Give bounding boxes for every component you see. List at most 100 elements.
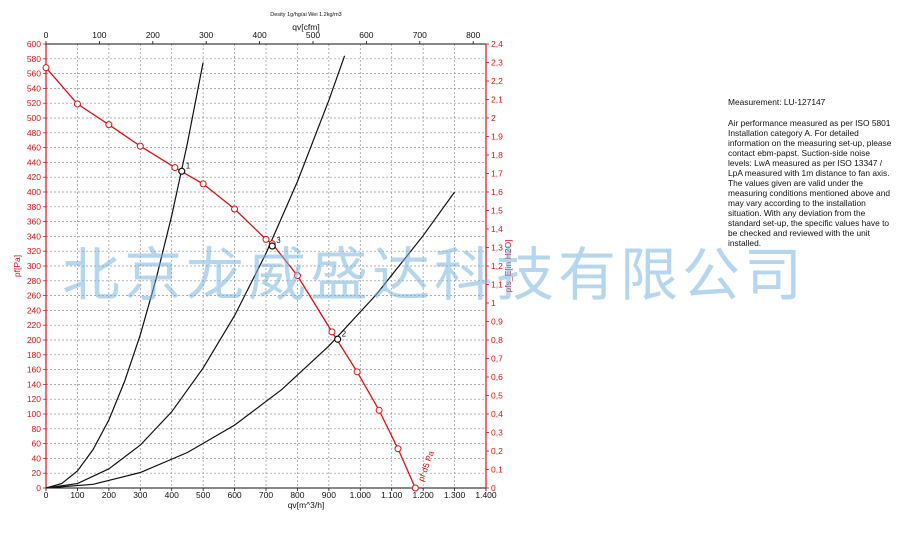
- fan-curve-point: [394, 445, 402, 453]
- left-tick-label: 400: [27, 187, 41, 197]
- left-tick-label: 420: [27, 172, 41, 182]
- operating-point-label: 2: [342, 329, 347, 338]
- right-tick-label: 2,2: [491, 76, 503, 86]
- left-tick-label: 300: [27, 261, 41, 271]
- watermark-text: 北京龙威盛达科技有限公司: [62, 241, 807, 309]
- system-curve-3: [45, 191, 456, 489]
- bottom-tick-label: 1.300: [444, 490, 466, 500]
- right-tick-label: 0,6: [491, 372, 503, 382]
- right-tick-label: 2,3: [491, 58, 503, 68]
- right-tick-label: 1,2: [491, 261, 503, 271]
- bottom-tick-label: 700: [259, 490, 273, 500]
- right-tick-label: 2,4: [491, 39, 503, 49]
- fan-curve-point: [105, 121, 113, 129]
- y-axis-title-left: pf[Pa]: [12, 255, 22, 277]
- left-tick-label: 540: [27, 83, 41, 93]
- top-tick-label: 300: [199, 30, 213, 40]
- top-tick-label: 200: [146, 30, 160, 40]
- top-tick-label: 0: [44, 30, 49, 40]
- system-curve-1: [45, 62, 204, 489]
- left-tick-label: 0: [36, 483, 41, 493]
- top-tick-label: 400: [252, 30, 266, 40]
- operating-point-label: 3: [276, 236, 281, 245]
- left-tick-label: 560: [27, 69, 41, 79]
- fan-curve-label: pf d5 Pa: [416, 449, 436, 482]
- left-tick-label: 340: [27, 231, 41, 241]
- left-tick-label: 580: [27, 54, 41, 64]
- system-curve-2: [45, 55, 346, 489]
- fan-curve-point: [136, 142, 144, 150]
- top-tick-label: 800: [466, 30, 480, 40]
- bottom-tick-label: 1.200: [413, 490, 435, 500]
- bottom-tick-label: 300: [133, 490, 147, 500]
- bottom-tick-label: 900: [322, 490, 336, 500]
- left-tick-label: 180: [27, 350, 41, 360]
- bottom-tick-label: 200: [102, 490, 116, 500]
- left-tick-label: 280: [27, 276, 41, 286]
- fan-curve-point: [73, 100, 81, 108]
- bottom-tick-label: 0: [44, 490, 49, 500]
- left-tick-label: 480: [27, 128, 41, 138]
- bottom-tick-label: 600: [227, 490, 241, 500]
- left-tick-label: 440: [27, 157, 41, 167]
- right-tick-label: 0: [491, 483, 496, 493]
- fan-curve-point: [293, 272, 301, 280]
- y-axis-title-right: pfs_E[in H2O]: [503, 240, 513, 293]
- bottom-tick-label: 1.000: [350, 490, 372, 500]
- left-tick-label: 380: [27, 202, 41, 212]
- right-tick-label: 2,1: [491, 95, 503, 105]
- fan-curve-point: [411, 484, 419, 492]
- right-tick-label: 0,4: [491, 409, 503, 419]
- x-axis-title-top: qv[cfm]: [292, 22, 319, 32]
- operating-point-2: [334, 335, 342, 343]
- right-tick-label: 2: [491, 113, 496, 123]
- right-tick-label: 1,9: [491, 132, 503, 142]
- fan-curve-point: [231, 205, 239, 213]
- left-tick-label: 260: [27, 291, 41, 301]
- right-tick-label: 0,1: [491, 465, 503, 475]
- left-tick-label: 40: [32, 453, 42, 463]
- right-tick-label: 1,8: [491, 150, 503, 160]
- right-tick-label: 0,2: [491, 446, 503, 456]
- left-tick-label: 100: [27, 409, 41, 419]
- left-tick-label: 200: [27, 335, 41, 345]
- operating-point-3: [268, 242, 276, 250]
- fan-curve-point: [328, 328, 336, 336]
- left-tick-label: 500: [27, 113, 41, 123]
- operating-point-1: [178, 167, 186, 175]
- right-tick-label: 0,9: [491, 317, 503, 327]
- fan-curve-point: [353, 368, 361, 376]
- right-tick-label: 1,4: [491, 224, 503, 234]
- left-tick-label: 240: [27, 305, 41, 315]
- right-tick-label: 1,1: [491, 280, 503, 290]
- measurement-description: Air performance measured as per ISO 5801…: [728, 118, 892, 248]
- labels: 0 100 200 300 400 500 600 700 800 900 1.000 1.100 1.…: [12, 12, 513, 510]
- left-tick-label: 220: [27, 320, 41, 330]
- left-tick-label: 360: [27, 217, 41, 227]
- chart-caption: Desity 1g/hg/ai Wei 1.2kg/m3: [270, 12, 341, 18]
- bottom-tick-label: 1.100: [381, 490, 403, 500]
- right-tick-label: 1,7: [491, 169, 503, 179]
- left-tick-label: 20: [32, 468, 42, 478]
- right-tick-label: 1,5: [491, 206, 503, 216]
- grid: [46, 44, 486, 488]
- measurement-notes: Measurement: LU-127147 Air performance m…: [728, 97, 896, 248]
- right-tick-label: 1,6: [491, 187, 503, 197]
- left-tick-label: 520: [27, 98, 41, 108]
- bottom-tick-label: 500: [196, 490, 210, 500]
- left-tick-label: 160: [27, 365, 41, 375]
- left-tick-label: 460: [27, 143, 41, 153]
- measurement-title: Measurement: LU-127147: [728, 97, 826, 107]
- operating-point-label: 1: [186, 161, 191, 170]
- bottom-tick-label: 400: [165, 490, 179, 500]
- axes: [43, 41, 489, 491]
- fan-curve-point: [171, 164, 179, 172]
- right-tick-label: 0,8: [491, 335, 503, 345]
- right-tick-label: 0,5: [491, 391, 503, 401]
- bottom-tick-label: 100: [70, 490, 84, 500]
- fan-curve-point: [42, 64, 50, 72]
- fan-curve-point: [262, 235, 270, 243]
- left-tick-label: 600: [27, 39, 41, 49]
- right-tick-label: 1,3: [491, 243, 503, 253]
